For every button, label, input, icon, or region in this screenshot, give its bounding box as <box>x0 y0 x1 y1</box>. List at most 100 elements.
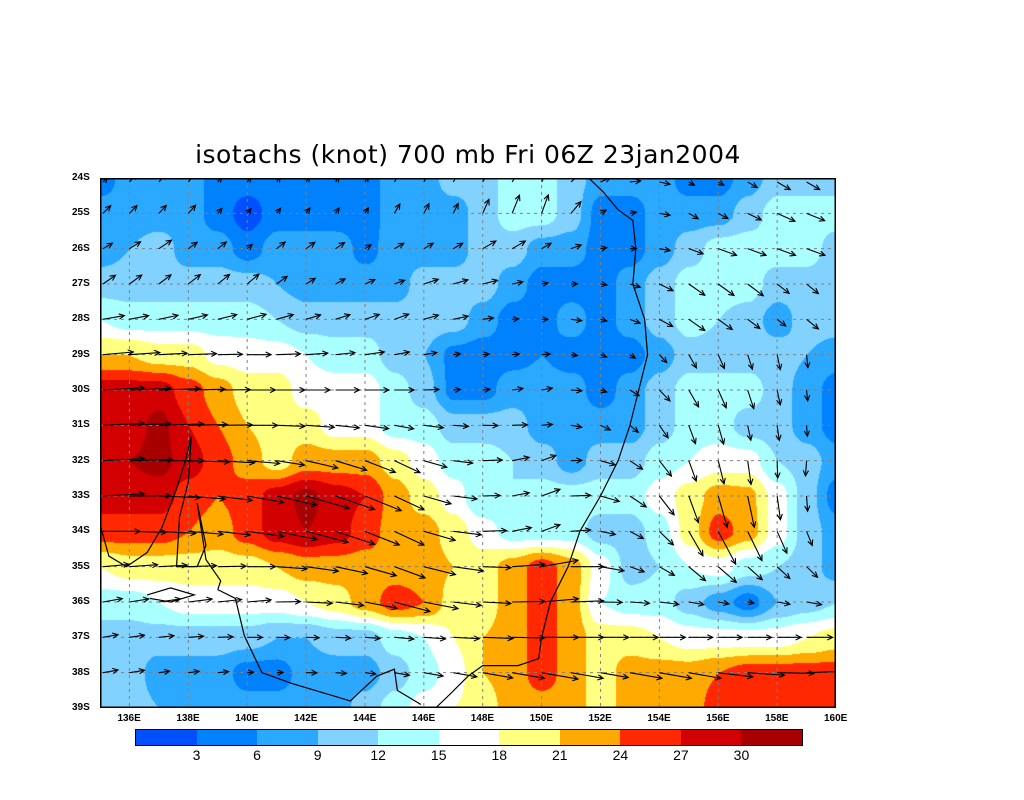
wind-vector-arrow <box>102 204 112 214</box>
wind-vector-arrow <box>305 530 350 545</box>
wind-vector-arrow <box>394 530 426 546</box>
wind-vector-arrow <box>776 248 797 257</box>
wind-vector-arrow <box>776 181 792 191</box>
wind-vector-arrow <box>747 389 756 410</box>
wind-vector-arrow <box>571 457 584 464</box>
wind-vector-arrow <box>188 421 229 428</box>
colorbar-level-label: 12 <box>370 747 386 763</box>
wind-vector-arrow <box>364 386 391 394</box>
colorbar-level-label: 21 <box>552 747 568 763</box>
wind-vector-arrow <box>688 389 700 409</box>
wind-vector-arrow <box>512 316 520 323</box>
wind-vector-arrow <box>512 525 533 532</box>
colorbar-swatch <box>257 730 318 745</box>
wind-vector-arrow <box>600 672 630 680</box>
wind-vector-arrow <box>453 242 464 250</box>
wind-vector-arrow <box>717 212 729 220</box>
wind-vector-arrow <box>247 530 286 539</box>
wind-vector-arrow <box>364 424 390 432</box>
colorbar-level-label: 18 <box>491 747 508 763</box>
wind-vector-arrow <box>394 495 426 511</box>
colorbar-level-label: 24 <box>612 747 629 763</box>
wind-vector-arrow <box>452 202 459 214</box>
wind-vector-arrow <box>423 202 430 214</box>
wind-vector-arrow <box>776 389 783 407</box>
wind-vector-arrow <box>187 178 195 183</box>
wind-vector-arrow <box>306 669 319 676</box>
wind-vector-arrow <box>276 460 306 468</box>
wind-vector-arrow <box>571 492 592 499</box>
colorbar-level-label: 30 <box>733 747 750 763</box>
wind-vector-arrow <box>335 530 376 546</box>
wind-vector-arrow <box>217 530 252 538</box>
wind-vector-arrow <box>659 283 675 292</box>
longitude-tick-label: 160E <box>824 713 848 724</box>
wind-vector-arrow <box>217 495 254 503</box>
wind-vector-arrow <box>102 667 120 674</box>
wind-vector-arrow <box>306 566 340 574</box>
wind-vector-arrow <box>217 273 231 285</box>
wind-vector-arrow <box>247 634 264 641</box>
wind-vector-arrow <box>158 562 189 569</box>
colorbar-level-label: 3 <box>192 747 201 763</box>
wind-vector-arrow <box>129 313 150 320</box>
wind-vector-arrow <box>452 178 457 183</box>
wind-vector-arrow <box>512 634 547 641</box>
wind-vector-arrow <box>102 242 114 250</box>
longitude-tick-label: 146E <box>411 713 436 724</box>
colorbar-swatch <box>680 730 742 745</box>
wind-vector-arrow <box>423 242 435 250</box>
longitude-tick-label: 142E <box>294 713 318 724</box>
wind-vector-arrow <box>512 490 531 497</box>
wind-vector-arrow <box>511 194 521 214</box>
wind-vector-arrow <box>629 634 660 641</box>
wind-vector-arrow <box>129 349 162 357</box>
isotach-shaded-field <box>100 178 836 708</box>
wind-vector-arrow <box>306 599 334 607</box>
wind-vector-arrow <box>806 212 826 222</box>
wind-vector-arrow <box>453 351 462 358</box>
wind-vector-arrow <box>276 634 291 641</box>
wind-vector-arrow <box>776 531 788 555</box>
latitude-tick-label: 36S <box>72 596 90 607</box>
wind-vector-arrow <box>423 350 438 357</box>
wind-vector-arrow <box>129 632 146 640</box>
wind-vector-arrow <box>217 563 248 570</box>
wind-vector-arrow <box>717 318 734 331</box>
wind-vector-arrow <box>600 352 608 359</box>
wind-vector-arrow <box>717 354 726 370</box>
wind-vector-arrow <box>482 457 504 464</box>
wind-vector-arrow <box>306 350 330 357</box>
wind-vector-arrow <box>570 351 579 358</box>
latitude-tick-label: 29S <box>72 348 90 360</box>
wind-vector-arrow <box>102 561 131 568</box>
wind-vector-arrow <box>600 599 624 606</box>
wind-vector-arrow <box>747 599 756 606</box>
wind-vector-arrow <box>806 531 814 547</box>
wind-vector-arrow <box>364 278 377 285</box>
wind-vector-arrow <box>453 495 479 502</box>
wind-vector-arrow <box>276 312 295 320</box>
wind-vector-arrow <box>658 495 675 516</box>
latitude-tick-label: 24S <box>72 172 90 183</box>
wind-vector-arrow <box>129 596 151 603</box>
wind-vector-arrow <box>217 596 243 604</box>
colorbar-swatch <box>378 730 439 745</box>
wind-vector-arrow <box>335 424 361 431</box>
wind-vector-arrow <box>688 495 700 524</box>
wind-vector-arrow <box>393 202 401 214</box>
wind-vector-arrow <box>188 458 231 465</box>
wind-vector-arrow <box>777 634 803 641</box>
longitude-tick-label: 138E <box>176 713 200 724</box>
wind-vector-arrow <box>688 672 723 681</box>
wind-vector-arrow <box>512 386 525 393</box>
wind-vector-arrow <box>776 495 783 521</box>
wind-vector-arrow <box>600 245 609 252</box>
wind-vector-arrow <box>482 564 513 571</box>
wind-vector-arrow <box>453 566 485 574</box>
wind-vector-arrow <box>423 672 445 679</box>
wind-vector-arrow <box>747 212 763 221</box>
wind-vector-arrow <box>247 422 279 429</box>
wind-vector-arrow <box>717 460 726 486</box>
wind-vector-arrow <box>512 351 521 358</box>
